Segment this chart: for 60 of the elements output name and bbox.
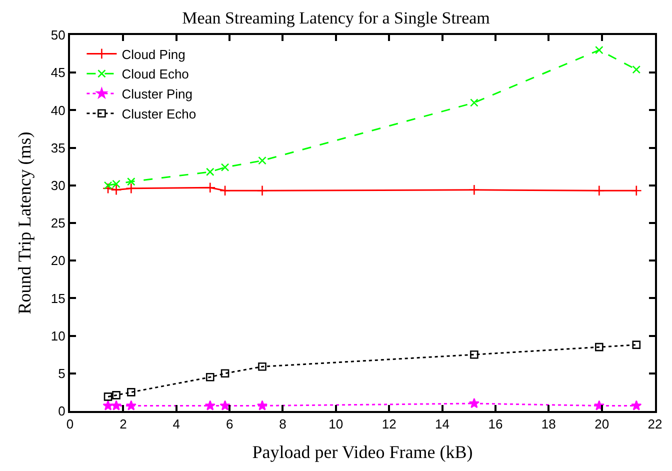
y-tick-label: 40 — [50, 102, 66, 118]
y-tick-label: 15 — [50, 290, 66, 306]
x-tick-label: 20 — [594, 416, 610, 432]
y-tick-label: 25 — [50, 216, 66, 231]
point — [256, 185, 268, 196]
x-tick-label: 18 — [541, 416, 556, 432]
y-tick-label: 35 — [50, 140, 66, 156]
y-axis-title: Round Trip Latency (ms) — [14, 132, 35, 314]
x-axis-title: Payload per Video Frame (kB) — [252, 442, 473, 462]
point — [220, 369, 230, 378]
y-tick-label: 45 — [50, 65, 66, 80]
point — [256, 400, 268, 410]
x-tick-label: 4 — [172, 416, 180, 432]
y-tick-label: 0 — [58, 404, 66, 419]
point — [220, 400, 230, 410]
y-tick-label: 30 — [50, 178, 66, 193]
point — [206, 168, 214, 176]
chart-title: Mean Streaming Latency for a Single Stream — [182, 8, 490, 28]
point — [595, 342, 604, 352]
point — [112, 391, 120, 400]
point — [258, 156, 266, 165]
x-tick-label: 6 — [226, 416, 234, 432]
point — [632, 65, 641, 74]
point — [110, 184, 122, 196]
point — [219, 185, 231, 196]
x-tick-label: 12 — [382, 416, 396, 432]
point — [470, 350, 478, 359]
point — [104, 392, 112, 401]
point — [594, 185, 605, 196]
point — [595, 46, 604, 54]
point — [468, 398, 480, 408]
point — [206, 373, 214, 382]
x-tick-label: 8 — [279, 416, 286, 432]
x-tick-label: 14 — [435, 416, 450, 432]
y-tick-label: 5 — [58, 366, 66, 381]
legend-label: Cluster Echo — [122, 106, 196, 122]
point — [632, 340, 641, 349]
point — [631, 400, 642, 410]
point — [220, 163, 230, 172]
y-tick-label: 10 — [50, 328, 66, 344]
legend-label: Cloud Echo — [122, 66, 189, 82]
x-tick-label: 10 — [328, 416, 344, 432]
point — [110, 400, 122, 410]
x-tick-label: 22 — [648, 416, 662, 432]
point — [468, 184, 480, 196]
point — [258, 362, 266, 371]
point — [470, 98, 478, 107]
y-tick-label: 50 — [50, 28, 66, 43]
legend-label: Cluster Ping — [122, 86, 193, 102]
x-tick-label: 16 — [488, 416, 503, 432]
y-tick-label: 20 — [50, 253, 66, 268]
point — [126, 400, 136, 410]
point — [126, 182, 137, 194]
point — [630, 185, 642, 196]
point — [204, 400, 216, 410]
point — [127, 388, 136, 396]
point — [102, 400, 114, 410]
legend-label: Cloud Ping — [122, 46, 186, 62]
point — [127, 177, 136, 186]
x-tick-label: 2 — [120, 416, 127, 432]
